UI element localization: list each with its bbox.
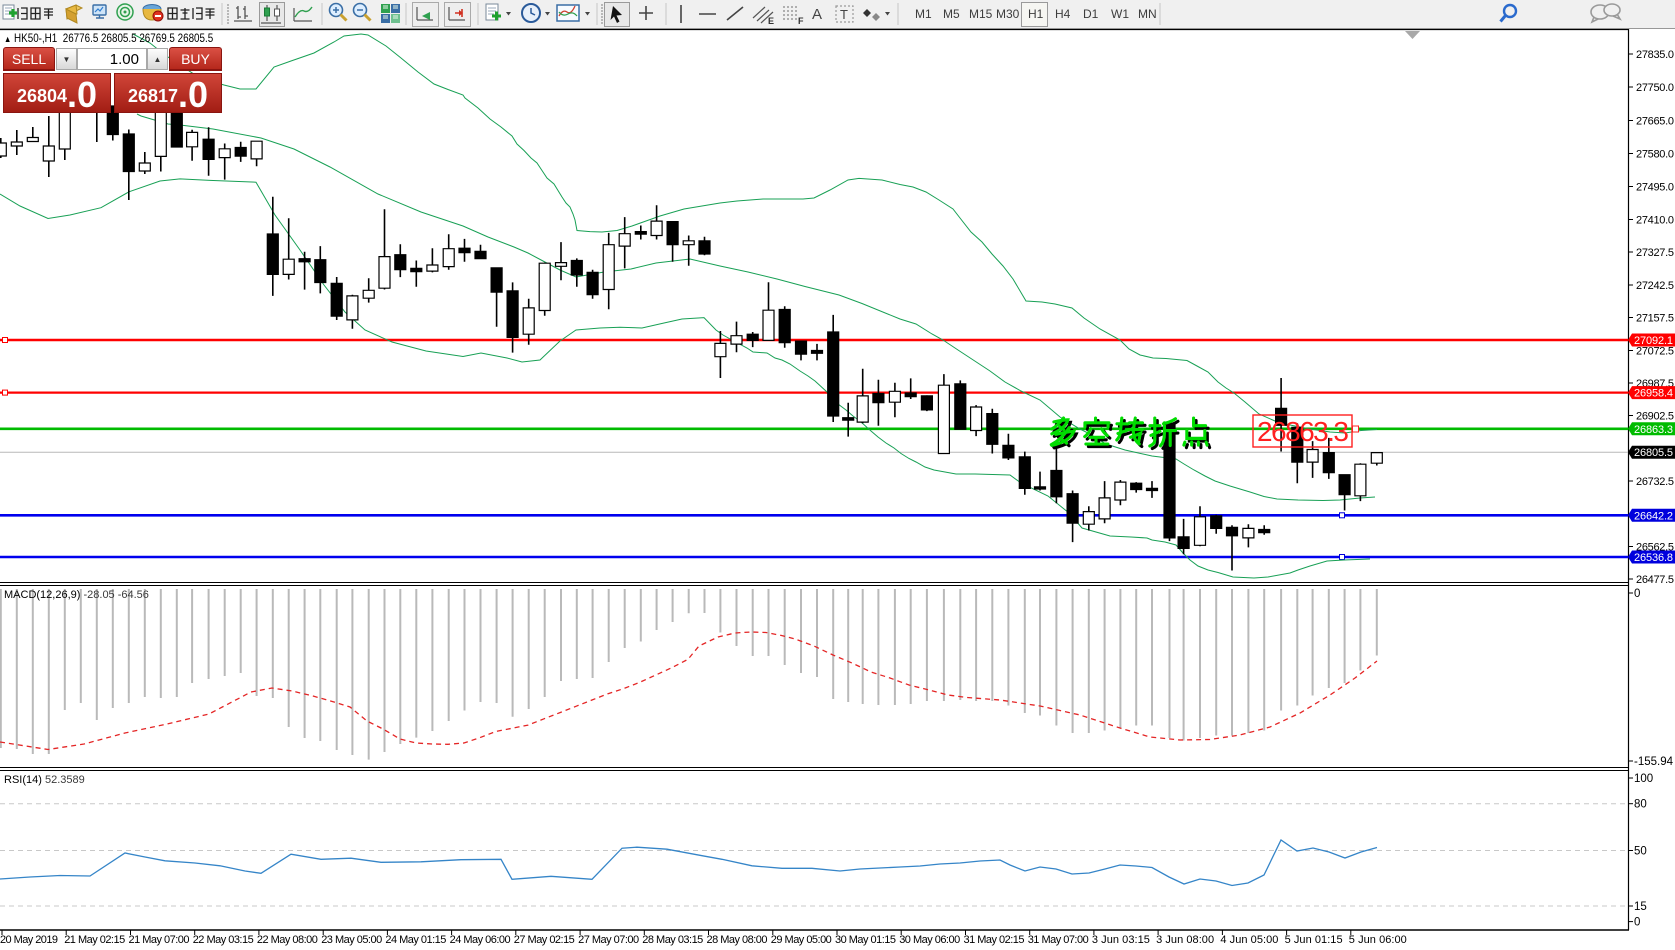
- svg-text:M15: M15: [969, 7, 993, 21]
- svg-text:27072.5: 27072.5: [1636, 346, 1674, 358]
- svg-text:A: A: [812, 6, 822, 23]
- svg-text:100: 100: [1634, 773, 1653, 785]
- svg-text:3 Jun 08:00: 3 Jun 08:00: [1156, 934, 1214, 946]
- svg-text:26732.5: 26732.5: [1636, 476, 1674, 488]
- svg-text:26863.3: 26863.3: [1257, 416, 1349, 447]
- svg-text:50: 50: [1634, 846, 1647, 858]
- svg-text:26805.5: 26805.5: [1634, 447, 1673, 459]
- svg-text:27580.0: 27580.0: [1636, 149, 1674, 161]
- svg-text:27092.1: 27092.1: [1634, 335, 1673, 347]
- svg-text:M5: M5: [943, 7, 960, 21]
- svg-text:5 Jun 01:15: 5 Jun 01:15: [1285, 934, 1343, 946]
- svg-text:30 May 01:15: 30 May 01:15: [835, 934, 896, 946]
- svg-text:27835.0: 27835.0: [1636, 49, 1674, 61]
- svg-text:20 May 2019: 20 May 2019: [0, 934, 58, 946]
- svg-text:W1: W1: [1111, 7, 1129, 21]
- svg-text:21 May 07:00: 21 May 07:00: [129, 934, 190, 946]
- svg-text:4 Jun 05:00: 4 Jun 05:00: [1220, 934, 1278, 946]
- svg-text:27750.0: 27750.0: [1636, 82, 1674, 94]
- svg-text:MN: MN: [1138, 7, 1157, 21]
- svg-text:0: 0: [1634, 917, 1640, 929]
- svg-text:MACD(12,26,9) -28.05 -64.56: MACD(12,26,9) -28.05 -64.56: [4, 589, 149, 601]
- svg-text:24 May 01:15: 24 May 01:15: [385, 934, 446, 946]
- svg-text:H4: H4: [1055, 7, 1071, 21]
- svg-text:21 May 02:15: 21 May 02:15: [64, 934, 125, 946]
- svg-text:23 May 05:00: 23 May 05:00: [321, 934, 382, 946]
- svg-text:H1: H1: [1028, 7, 1044, 21]
- svg-text:27665.0: 27665.0: [1636, 116, 1674, 128]
- svg-text:27410.0: 27410.0: [1636, 215, 1674, 227]
- svg-text:28 May 03:15: 28 May 03:15: [642, 934, 703, 946]
- svg-text:27495.0: 27495.0: [1636, 182, 1674, 194]
- svg-text:26863.3: 26863.3: [1634, 424, 1673, 436]
- svg-text:F: F: [798, 16, 804, 26]
- svg-text:3 Jun 03:15: 3 Jun 03:15: [1092, 934, 1150, 946]
- svg-text:30 May 06:00: 30 May 06:00: [899, 934, 960, 946]
- svg-text:26902.5: 26902.5: [1636, 411, 1674, 423]
- svg-text:31 May 07:00: 31 May 07:00: [1028, 934, 1089, 946]
- svg-text:27327.5: 27327.5: [1636, 247, 1674, 259]
- svg-text:26642.2: 26642.2: [1634, 510, 1673, 522]
- svg-text:29 May 05:00: 29 May 05:00: [771, 934, 832, 946]
- svg-text:26477.5: 26477.5: [1636, 574, 1674, 586]
- svg-text:80: 80: [1634, 799, 1647, 811]
- svg-text:31 May 02:15: 31 May 02:15: [964, 934, 1025, 946]
- svg-text:M1: M1: [915, 7, 932, 21]
- svg-text:0: 0: [1634, 588, 1640, 600]
- svg-text:26958.4: 26958.4: [1634, 388, 1673, 400]
- svg-text:RSI(14) 52.3589: RSI(14) 52.3589: [4, 774, 85, 786]
- svg-text:22 May 08:00: 22 May 08:00: [257, 934, 318, 946]
- svg-text:M30: M30: [996, 7, 1020, 21]
- svg-text:15: 15: [1634, 901, 1647, 913]
- svg-text:27242.5: 27242.5: [1636, 280, 1674, 292]
- svg-text:22 May 03:15: 22 May 03:15: [193, 934, 254, 946]
- svg-text:27157.5: 27157.5: [1636, 313, 1674, 325]
- svg-text:T: T: [840, 7, 848, 22]
- svg-text:27 May 02:15: 27 May 02:15: [514, 934, 575, 946]
- svg-text:26536.8: 26536.8: [1634, 552, 1673, 564]
- svg-text:-155.94: -155.94: [1634, 756, 1674, 768]
- svg-text:24 May 06:00: 24 May 06:00: [450, 934, 511, 946]
- svg-text:D1: D1: [1083, 7, 1099, 21]
- svg-text:5 Jun 06:00: 5 Jun 06:00: [1349, 934, 1407, 946]
- svg-text:27 May 07:00: 27 May 07:00: [578, 934, 639, 946]
- svg-text:28 May 08:00: 28 May 08:00: [707, 934, 768, 946]
- svg-text:E: E: [768, 16, 774, 26]
